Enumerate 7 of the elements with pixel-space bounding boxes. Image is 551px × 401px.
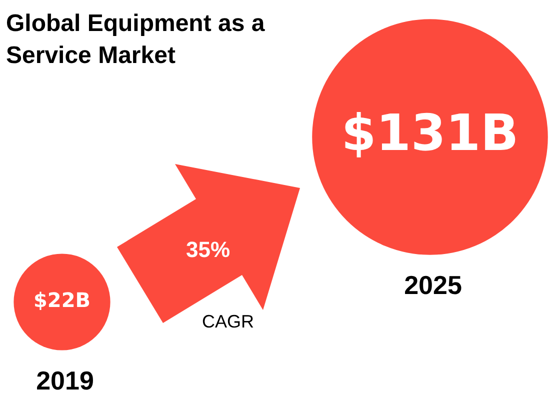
data-label: $131B (341, 104, 519, 162)
data-label: $22B (34, 288, 90, 312)
text: CAGR (202, 312, 254, 332)
text: 35% (186, 237, 230, 263)
category-label: 2019 (36, 365, 94, 396)
category-label: 2025 (404, 270, 462, 300)
text: Global Equipment as a Service Market (6, 9, 266, 71)
